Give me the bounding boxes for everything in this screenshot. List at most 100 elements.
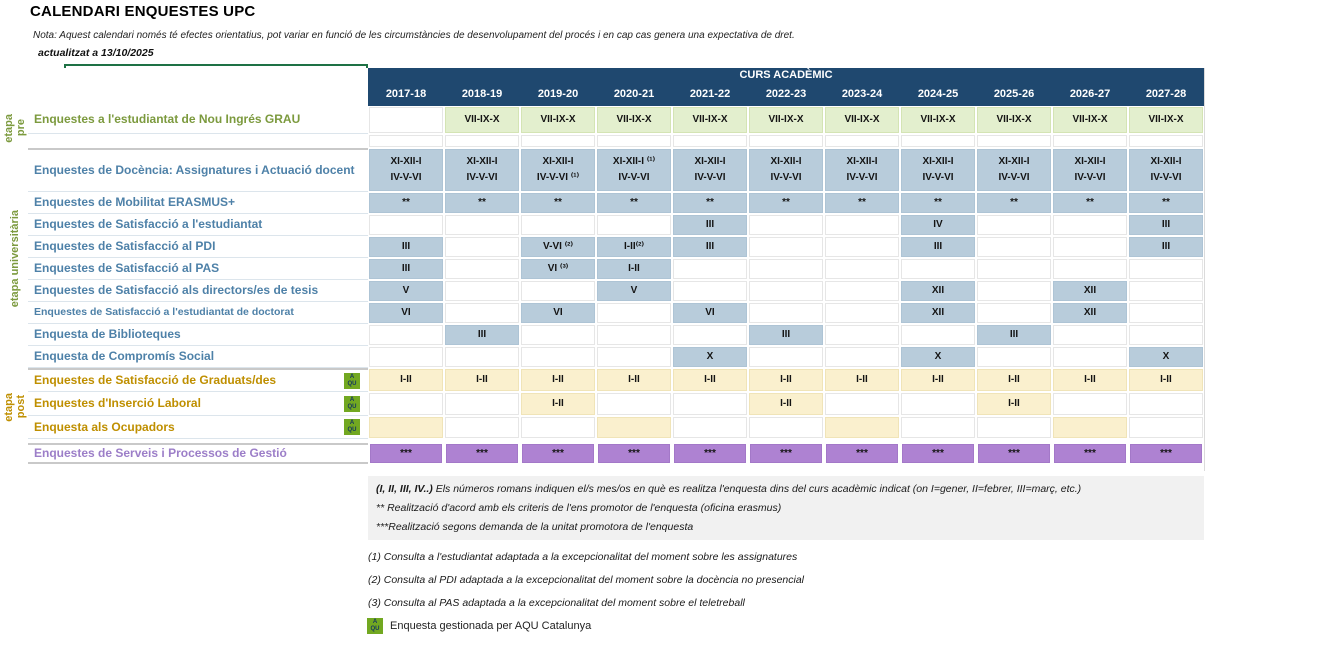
- year-header-2022-23[interactable]: 2022-23: [748, 82, 824, 106]
- calendar-cell-satisfaccio-estudiantat-2017-18[interactable]: [368, 214, 444, 236]
- calendar-cell-graduats-2020-21[interactable]: I-II: [596, 368, 672, 392]
- calendar-cell-spacer-2021-22[interactable]: [672, 134, 748, 148]
- calendar-cell-graduats-2017-18[interactable]: I-II: [368, 368, 444, 392]
- calendar-cell-erasmus-2019-20[interactable]: **: [520, 192, 596, 214]
- calendar-cell-erasmus-2025-26[interactable]: **: [976, 192, 1052, 214]
- calendar-cell-estudiantat-doctorat-2017-18[interactable]: VI: [368, 302, 444, 324]
- calendar-cell-satisfaccio-pas-2026-27[interactable]: [1052, 258, 1128, 280]
- calendar-cell-insercio-laboral-2022-23[interactable]: I-II: [748, 392, 824, 416]
- row-label-satisfaccio-pas[interactable]: Enquestes de Satisfacció al PAS: [28, 258, 368, 280]
- calendar-cell-compromis-social-2025-26[interactable]: [976, 346, 1052, 368]
- calendar-cell-spacer-2020-21[interactable]: [596, 134, 672, 148]
- calendar-cell-estudiantat-doctorat-2027-28[interactable]: [1128, 302, 1204, 324]
- year-header-2024-25[interactable]: 2024-25: [900, 82, 976, 106]
- calendar-cell-satisfaccio-pas-2021-22[interactable]: [672, 258, 748, 280]
- calendar-cell-compromis-social-2023-24[interactable]: [824, 346, 900, 368]
- calendar-cell-docencia-2026-27[interactable]: XI-XII-I IV-V-VI: [1052, 148, 1128, 192]
- calendar-cell-satisfaccio-pdi-2020-21[interactable]: I-II⁽²⁾: [596, 236, 672, 258]
- calendar-cell-biblioteques-2025-26[interactable]: III: [976, 324, 1052, 346]
- calendar-cell-docencia-2018-19[interactable]: XI-XII-I IV-V-VI: [444, 148, 520, 192]
- calendar-cell-ocupadors-2025-26[interactable]: [976, 416, 1052, 439]
- calendar-cell-nou-ingres-2023-24[interactable]: VII-IX-X: [824, 106, 900, 134]
- calendar-cell-graduats-2024-25[interactable]: I-II: [900, 368, 976, 392]
- calendar-cell-biblioteques-2027-28[interactable]: [1128, 324, 1204, 346]
- year-header-2026-27[interactable]: 2026-27: [1052, 82, 1128, 106]
- calendar-cell-satisfaccio-pdi-2027-28[interactable]: III: [1128, 236, 1204, 258]
- calendar-cell-serveis-gestio-2019-20[interactable]: ***: [520, 443, 596, 464]
- calendar-cell-compromis-social-2021-22[interactable]: X: [672, 346, 748, 368]
- calendar-cell-insercio-laboral-2026-27[interactable]: [1052, 392, 1128, 416]
- calendar-cell-satisfaccio-estudiantat-2020-21[interactable]: [596, 214, 672, 236]
- calendar-cell-ocupadors-2018-19[interactable]: [444, 416, 520, 439]
- row-label-satisfaccio-estudiantat[interactable]: Enquestes de Satisfacció a l'estudiantat: [28, 214, 368, 236]
- calendar-cell-estudiantat-doctorat-2024-25[interactable]: XII: [900, 302, 976, 324]
- calendar-cell-insercio-laboral-2023-24[interactable]: [824, 392, 900, 416]
- calendar-cell-estudiantat-doctorat-2022-23[interactable]: [748, 302, 824, 324]
- calendar-cell-compromis-social-2026-27[interactable]: [1052, 346, 1128, 368]
- calendar-cell-satisfaccio-pdi-2018-19[interactable]: [444, 236, 520, 258]
- calendar-cell-satisfaccio-pas-2017-18[interactable]: III: [368, 258, 444, 280]
- year-header-2020-21[interactable]: 2020-21: [596, 82, 672, 106]
- calendar-cell-ocupadors-2023-24[interactable]: [824, 416, 900, 439]
- row-label-insercio-laboral[interactable]: Enquestes d'Inserció Laboral A QU: [28, 392, 368, 416]
- calendar-cell-satisfaccio-pdi-2023-24[interactable]: [824, 236, 900, 258]
- calendar-cell-nou-ingres-2021-22[interactable]: VII-IX-X: [672, 106, 748, 134]
- calendar-cell-nou-ingres-2017-18[interactable]: [368, 106, 444, 134]
- calendar-cell-estudiantat-doctorat-2019-20[interactable]: VI: [520, 302, 596, 324]
- calendar-cell-satisfaccio-pas-2020-21[interactable]: I-II: [596, 258, 672, 280]
- calendar-cell-directors-tesis-2027-28[interactable]: [1128, 280, 1204, 302]
- calendar-cell-docencia-2023-24[interactable]: XI-XII-I IV-V-VI: [824, 148, 900, 192]
- calendar-cell-serveis-gestio-2018-19[interactable]: ***: [444, 443, 520, 464]
- calendar-cell-spacer-2018-19[interactable]: [444, 134, 520, 148]
- calendar-cell-serveis-gestio-2022-23[interactable]: ***: [748, 443, 824, 464]
- curs-academic-header[interactable]: CURS ACADÈMIC: [368, 68, 1204, 82]
- calendar-cell-docencia-2017-18[interactable]: XI-XII-I IV-V-VI: [368, 148, 444, 192]
- row-label-nou-ingres[interactable]: Enquestes a l'estudiantat de Nou Ingrés …: [28, 106, 368, 134]
- year-header-2023-24[interactable]: 2023-24: [824, 82, 900, 106]
- calendar-cell-biblioteques-2021-22[interactable]: [672, 324, 748, 346]
- calendar-cell-serveis-gestio-2017-18[interactable]: ***: [368, 443, 444, 464]
- calendar-cell-insercio-laboral-2024-25[interactable]: [900, 392, 976, 416]
- calendar-cell-docencia-2020-21[interactable]: XI-XII-I ⁽¹⁾ IV-V-VI: [596, 148, 672, 192]
- calendar-cell-insercio-laboral-2018-19[interactable]: [444, 392, 520, 416]
- calendar-cell-serveis-gestio-2024-25[interactable]: ***: [900, 443, 976, 464]
- row-label-serveis-gestio[interactable]: Enquestes de Serveis i Processos de Gest…: [28, 443, 368, 464]
- calendar-cell-satisfaccio-estudiantat-2027-28[interactable]: III: [1128, 214, 1204, 236]
- calendar-cell-estudiantat-doctorat-2018-19[interactable]: [444, 302, 520, 324]
- calendar-cell-satisfaccio-pas-2019-20[interactable]: VI ⁽³⁾: [520, 258, 596, 280]
- calendar-cell-directors-tesis-2025-26[interactable]: [976, 280, 1052, 302]
- calendar-cell-insercio-laboral-2019-20[interactable]: I-II: [520, 392, 596, 416]
- calendar-cell-directors-tesis-2020-21[interactable]: V: [596, 280, 672, 302]
- calendar-cell-spacer-2025-26[interactable]: [976, 134, 1052, 148]
- row-label-docencia[interactable]: Enquestes de Docència: Assignatures i Ac…: [28, 148, 368, 192]
- calendar-cell-satisfaccio-pas-2027-28[interactable]: [1128, 258, 1204, 280]
- calendar-cell-directors-tesis-2019-20[interactable]: [520, 280, 596, 302]
- calendar-cell-ocupadors-2021-22[interactable]: [672, 416, 748, 439]
- calendar-cell-ocupadors-2026-27[interactable]: [1052, 416, 1128, 439]
- calendar-cell-graduats-2022-23[interactable]: I-II: [748, 368, 824, 392]
- calendar-cell-estudiantat-doctorat-2021-22[interactable]: VI: [672, 302, 748, 324]
- calendar-cell-erasmus-2027-28[interactable]: **: [1128, 192, 1204, 214]
- year-header-2021-22[interactable]: 2021-22: [672, 82, 748, 106]
- calendar-cell-erasmus-2023-24[interactable]: **: [824, 192, 900, 214]
- calendar-cell-satisfaccio-pas-2023-24[interactable]: [824, 258, 900, 280]
- calendar-cell-graduats-2026-27[interactable]: I-II: [1052, 368, 1128, 392]
- calendar-cell-graduats-2021-22[interactable]: I-II: [672, 368, 748, 392]
- calendar-cell-serveis-gestio-2021-22[interactable]: ***: [672, 443, 748, 464]
- row-label-satisfaccio-pdi[interactable]: Enquestes de Satisfacció al PDI: [28, 236, 368, 258]
- calendar-cell-erasmus-2024-25[interactable]: **: [900, 192, 976, 214]
- calendar-cell-insercio-laboral-2021-22[interactable]: [672, 392, 748, 416]
- calendar-cell-biblioteques-2017-18[interactable]: [368, 324, 444, 346]
- calendar-cell-directors-tesis-2017-18[interactable]: V: [368, 280, 444, 302]
- calendar-cell-satisfaccio-pdi-2019-20[interactable]: V-VI ⁽²⁾: [520, 236, 596, 258]
- year-header-2018-19[interactable]: 2018-19: [444, 82, 520, 106]
- calendar-cell-satisfaccio-pdi-2026-27[interactable]: [1052, 236, 1128, 258]
- calendar-cell-compromis-social-2022-23[interactable]: [748, 346, 824, 368]
- calendar-cell-docencia-2027-28[interactable]: XI-XII-I IV-V-VI: [1128, 148, 1204, 192]
- calendar-cell-ocupadors-2024-25[interactable]: [900, 416, 976, 439]
- calendar-cell-spacer-2027-28[interactable]: [1128, 134, 1204, 148]
- year-header-2019-20[interactable]: 2019-20: [520, 82, 596, 106]
- calendar-cell-directors-tesis-2026-27[interactable]: XII: [1052, 280, 1128, 302]
- calendar-cell-spacer-2017-18[interactable]: [368, 134, 444, 148]
- calendar-cell-satisfaccio-pas-2022-23[interactable]: [748, 258, 824, 280]
